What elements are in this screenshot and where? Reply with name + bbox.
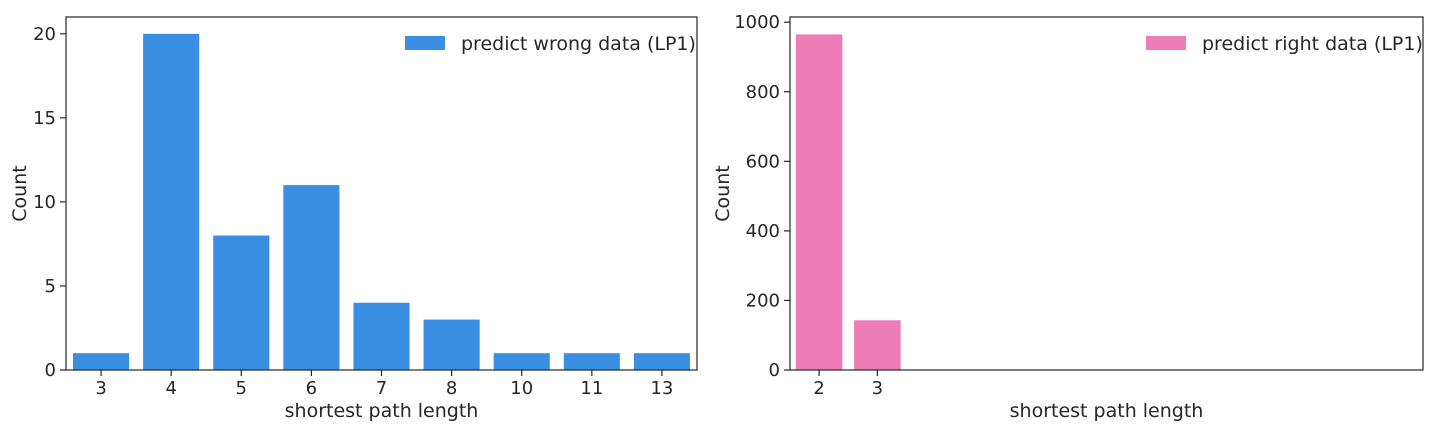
- y-tick-label: 1000: [734, 12, 780, 33]
- bar-5: [213, 235, 270, 370]
- x-tick-label: 5: [236, 378, 247, 399]
- legend-swatch: [1146, 36, 1186, 50]
- bar-8: [423, 319, 480, 370]
- chart-panel-1: 3 4 5 6 7 8 10 11 13 0 5 10 15 20 shortest path length…: [9, 16, 698, 422]
- bar-11: [563, 353, 620, 370]
- bar-2: [795, 34, 843, 370]
- y-axis-label: Count: [712, 165, 734, 221]
- bar-3: [73, 353, 130, 370]
- y-tick-label: 600: [746, 151, 780, 172]
- legend-label: predict right data (LP1): [1202, 33, 1423, 55]
- y-tick-label: 15: [33, 108, 56, 129]
- bar-4: [143, 33, 200, 371]
- x-axis-label: shortest path length: [285, 400, 479, 422]
- chart-panel-2: 2 3 0 200 400 600 800 1000 shortest path length C…: [712, 12, 1424, 422]
- x-tick-label: 4: [165, 378, 176, 399]
- y-tick-label: 20: [33, 24, 56, 45]
- y-tick-label: 200: [746, 290, 780, 311]
- plot-frame: [789, 16, 1424, 371]
- x-axis-label: shortest path length: [1010, 400, 1204, 422]
- x-tick-label: 10: [510, 378, 533, 399]
- legend-label: predict wrong data (LP1): [461, 33, 696, 55]
- x-tick-label: 13: [650, 378, 673, 399]
- y-tick-label: 0: [769, 360, 780, 381]
- y-tick-label: 400: [746, 221, 780, 242]
- y-tick-label: 10: [33, 192, 56, 213]
- x-tick-label: 8: [446, 378, 457, 399]
- legend-swatch: [405, 36, 445, 50]
- y-tick-label: 800: [746, 82, 780, 103]
- y-tick-label: 5: [45, 276, 56, 297]
- y-axis-label: Count: [9, 165, 31, 221]
- x-tick-label: 11: [580, 378, 603, 399]
- y-tick-label: 0: [45, 360, 56, 381]
- x-tick-label: 3: [872, 378, 883, 399]
- x-tick-label: 7: [376, 378, 387, 399]
- bar-10: [493, 353, 550, 370]
- x-tick-label: 2: [813, 378, 824, 399]
- x-tick-label: 6: [306, 378, 317, 399]
- bar-3: [854, 320, 901, 370]
- bar-6: [283, 185, 340, 370]
- plot-frame: [65, 16, 698, 371]
- x-tick-label: 3: [95, 378, 106, 399]
- bar-13: [633, 353, 690, 370]
- bar-7: [353, 302, 410, 370]
